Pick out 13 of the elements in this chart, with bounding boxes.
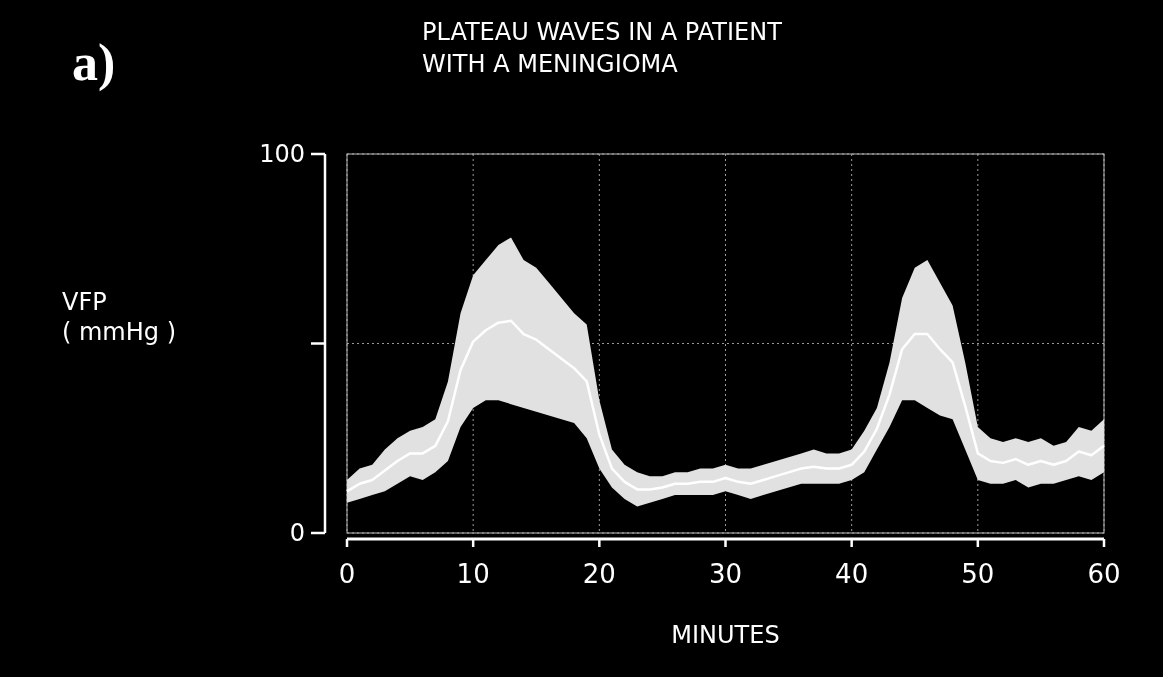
x-tick-label: 10 (456, 559, 490, 589)
text: a) (72, 34, 116, 92)
x-tick-label: 40 (835, 559, 869, 589)
y-tick-label: 100 (259, 140, 305, 169)
chart-title: PLATEAU WAVES IN A PATIENT WITH A MENINGIOMA (422, 18, 783, 78)
x-tick-label: 60 (1087, 559, 1121, 589)
x-tick-label: 20 (582, 559, 616, 589)
x-tick-label: 0 (338, 559, 356, 589)
x-tick-label: 50 (961, 559, 995, 589)
x-tick-label: 30 (708, 559, 743, 589)
y-axis-title: VFP ( mmHg ) (62, 288, 177, 346)
line-series (345, 319, 1106, 493)
x-axis-title: MINUTES (671, 621, 780, 649)
